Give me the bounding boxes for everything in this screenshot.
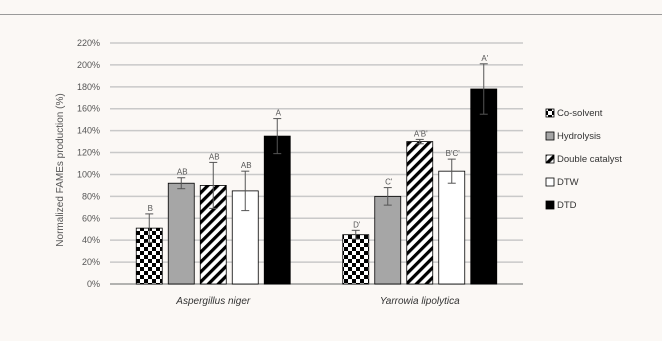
data-label: A'B' [414, 129, 428, 138]
y-axis-ticks: 0% 20% 40% 60% 80% 100% 120% 140% 160% 180% 200% 22… [77, 38, 100, 289]
data-label: A [276, 109, 282, 118]
data-label: AB [241, 161, 252, 170]
x-category-label: Yarrowia lipolytica [380, 296, 460, 307]
bar [342, 234, 370, 285]
y-tick-label: 80% [82, 191, 100, 201]
x-category-label: Aspergillus niger [175, 296, 251, 307]
y-tick-label: 20% [82, 257, 100, 267]
legend-swatch [545, 177, 555, 187]
legend-label: Double catalyst [557, 154, 622, 165]
legend-label: DTD [557, 200, 577, 211]
data-label: B [148, 204, 153, 213]
chart-frame: 0% 20% 40% 60% 80% 100% 120% 140% 160% 180% 200% 22… [0, 14, 662, 341]
legend: Co-solvent Hydrolysis Double catalyst DTW DT… [545, 108, 622, 211]
y-tick-label: 220% [77, 38, 100, 48]
error-bars [145, 63, 488, 243]
bar [438, 170, 466, 285]
legend-swatch [545, 200, 555, 210]
y-tick-label: 140% [77, 126, 100, 136]
data-labels: B AB AB AB A D' C' A'B' B'C' A' [148, 54, 489, 230]
y-tick-label: 160% [77, 104, 100, 114]
data-label: D' [353, 220, 361, 229]
y-tick-label: 200% [77, 60, 100, 70]
bar [406, 141, 434, 285]
data-label: C' [385, 178, 393, 187]
legend-swatch [545, 154, 555, 164]
data-label: AB [209, 152, 220, 161]
data-label: A' [481, 54, 488, 63]
bar [470, 88, 498, 285]
bar [167, 182, 195, 285]
y-tick-label: 60% [82, 213, 100, 223]
y-tick-label: 120% [77, 148, 100, 158]
data-label: AB [177, 168, 188, 177]
x-axis-categories: Aspergillus niger Yarrowia lipolytica [175, 296, 460, 307]
bar [374, 195, 402, 285]
bar [263, 135, 291, 285]
data-label: B'C' [446, 149, 461, 158]
y-tick-label: 180% [77, 82, 100, 92]
bar-chart: 0% 20% 40% 60% 80% 100% 120% 140% 160% 180% 200% 22… [55, 38, 622, 307]
y-axis-title: Normalized FAMEs production (%) [55, 93, 66, 246]
legend-label: DTW [557, 177, 579, 188]
legend-label: Hydrolysis [557, 131, 601, 142]
legend-label: Co-solvent [557, 108, 603, 119]
y-tick-label: 40% [82, 235, 100, 245]
legend-swatch [545, 131, 555, 141]
legend-swatch [545, 108, 555, 118]
y-tick-label: 0% [87, 279, 100, 289]
bars [135, 88, 498, 285]
y-tick-label: 100% [77, 169, 100, 179]
